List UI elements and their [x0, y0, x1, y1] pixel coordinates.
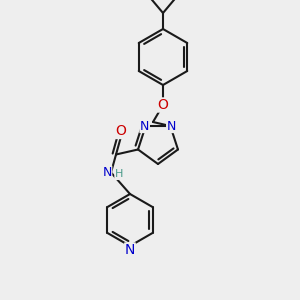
Text: N: N — [102, 166, 112, 179]
Text: H: H — [115, 169, 123, 179]
Text: N: N — [125, 243, 135, 257]
Text: O: O — [116, 124, 127, 139]
Text: O: O — [158, 98, 168, 112]
Text: N: N — [140, 119, 149, 133]
Text: N: N — [167, 119, 176, 133]
